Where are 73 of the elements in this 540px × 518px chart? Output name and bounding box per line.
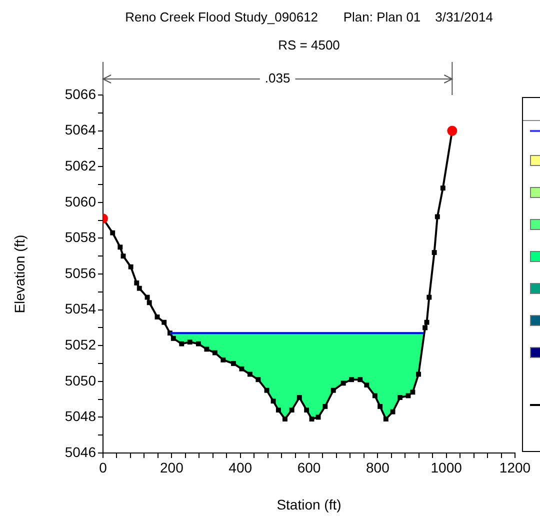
y-tick-label: 5046 xyxy=(64,444,96,460)
point xyxy=(136,286,142,291)
point xyxy=(146,300,152,306)
point xyxy=(422,325,428,330)
point xyxy=(256,377,261,382)
y-tick-label: 5060 xyxy=(64,193,96,210)
point xyxy=(162,320,167,325)
y-tick-label: 5058 xyxy=(64,229,96,246)
point xyxy=(440,186,446,191)
point xyxy=(322,404,328,409)
y-tick-label: 5054 xyxy=(64,300,96,317)
point xyxy=(128,264,134,270)
point xyxy=(390,409,396,414)
point xyxy=(110,230,116,236)
point xyxy=(424,320,430,325)
point xyxy=(220,357,226,362)
x-axis-title: Station (ft) xyxy=(276,496,342,512)
x-tick-label: 800 xyxy=(366,459,390,476)
point xyxy=(204,346,210,352)
point xyxy=(432,250,437,255)
y-tick-label: 5056 xyxy=(64,264,96,281)
y-axis-title: Elevation (ft) xyxy=(11,234,28,314)
point xyxy=(383,416,388,422)
y-tick-label: 5050 xyxy=(64,372,96,388)
point xyxy=(170,336,176,341)
point xyxy=(296,395,302,400)
point xyxy=(144,294,150,300)
point xyxy=(212,350,218,356)
text: .035 xyxy=(264,70,290,86)
chart-subtitle: RS = 4500 xyxy=(278,38,340,53)
point xyxy=(270,398,276,404)
point xyxy=(416,372,421,377)
point xyxy=(179,341,184,346)
point xyxy=(134,280,140,286)
x-tick-label: 600 xyxy=(297,459,321,476)
point xyxy=(196,341,201,346)
chart-title: Reno Creek Flood Study_090612 Plan: Plan 01 3/31/2014 xyxy=(125,10,493,25)
x-tick-label: 1000 xyxy=(430,459,462,476)
point xyxy=(264,388,270,393)
point xyxy=(187,340,192,344)
x-tick-label: 1200 xyxy=(499,459,531,476)
point xyxy=(426,294,432,300)
x-tick-label: 0 xyxy=(99,459,108,476)
point xyxy=(304,408,310,413)
point xyxy=(239,366,244,372)
point xyxy=(378,404,383,409)
point xyxy=(247,372,252,377)
y-tick-label: 5064 xyxy=(64,122,96,138)
point xyxy=(120,254,126,259)
point xyxy=(349,377,354,382)
point xyxy=(434,214,440,220)
point xyxy=(358,377,363,382)
point xyxy=(340,380,346,386)
point xyxy=(316,414,321,420)
point xyxy=(289,408,294,413)
x-tick-label: 200 xyxy=(160,459,184,476)
point xyxy=(398,395,402,400)
point xyxy=(364,382,370,388)
y-tick-label: 5062 xyxy=(64,157,96,174)
y-tick-label: 5052 xyxy=(64,336,96,352)
point xyxy=(118,244,123,250)
y-tick-label: 5066 xyxy=(64,86,96,102)
y-tick-label: 5048 xyxy=(64,408,96,424)
point xyxy=(309,416,314,422)
point xyxy=(154,314,160,320)
point xyxy=(330,388,336,393)
point xyxy=(410,390,416,395)
point xyxy=(372,393,378,398)
point xyxy=(406,393,411,398)
point xyxy=(230,361,236,366)
point xyxy=(282,416,288,422)
x-tick-label: 400 xyxy=(228,459,252,476)
point xyxy=(276,408,281,413)
